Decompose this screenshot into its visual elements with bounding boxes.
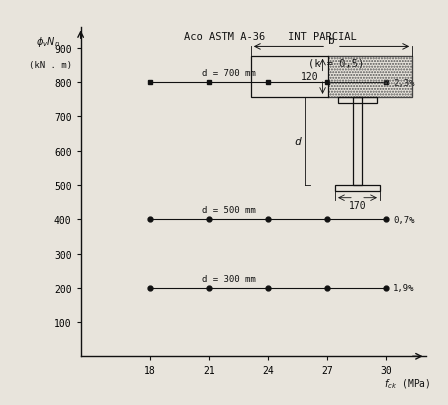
Text: d = 300 mm: d = 300 mm [202,274,255,283]
Text: (k = 0,5): (k = 0,5) [308,58,365,68]
Text: 1,9%: 1,9% [393,284,414,292]
Text: $f_{ck}$ (MPa): $f_{ck}$ (MPa) [384,376,431,390]
Text: 120: 120 [302,72,319,82]
Text: (kN . m): (kN . m) [29,61,72,70]
Text: 2,3%: 2,3% [393,79,414,87]
Bar [328,57,412,98]
Bar [335,185,380,192]
Text: Aco ASTM A-36: Aco ASTM A-36 [184,32,265,42]
Text: d: d [294,136,301,146]
Bar [251,57,412,98]
Text: b: b [328,36,335,45]
Text: $\phi_v N_n$: $\phi_v N_n$ [36,35,60,49]
Text: INT PARCIAL: INT PARCIAL [288,32,356,42]
Text: 170: 170 [349,201,366,211]
Text: 0,7%: 0,7% [393,215,414,224]
Bar [353,98,362,185]
Text: d = 700 mm: d = 700 mm [202,69,255,78]
Bar [338,98,377,104]
Text: d = 500 mm: d = 500 mm [202,206,255,215]
